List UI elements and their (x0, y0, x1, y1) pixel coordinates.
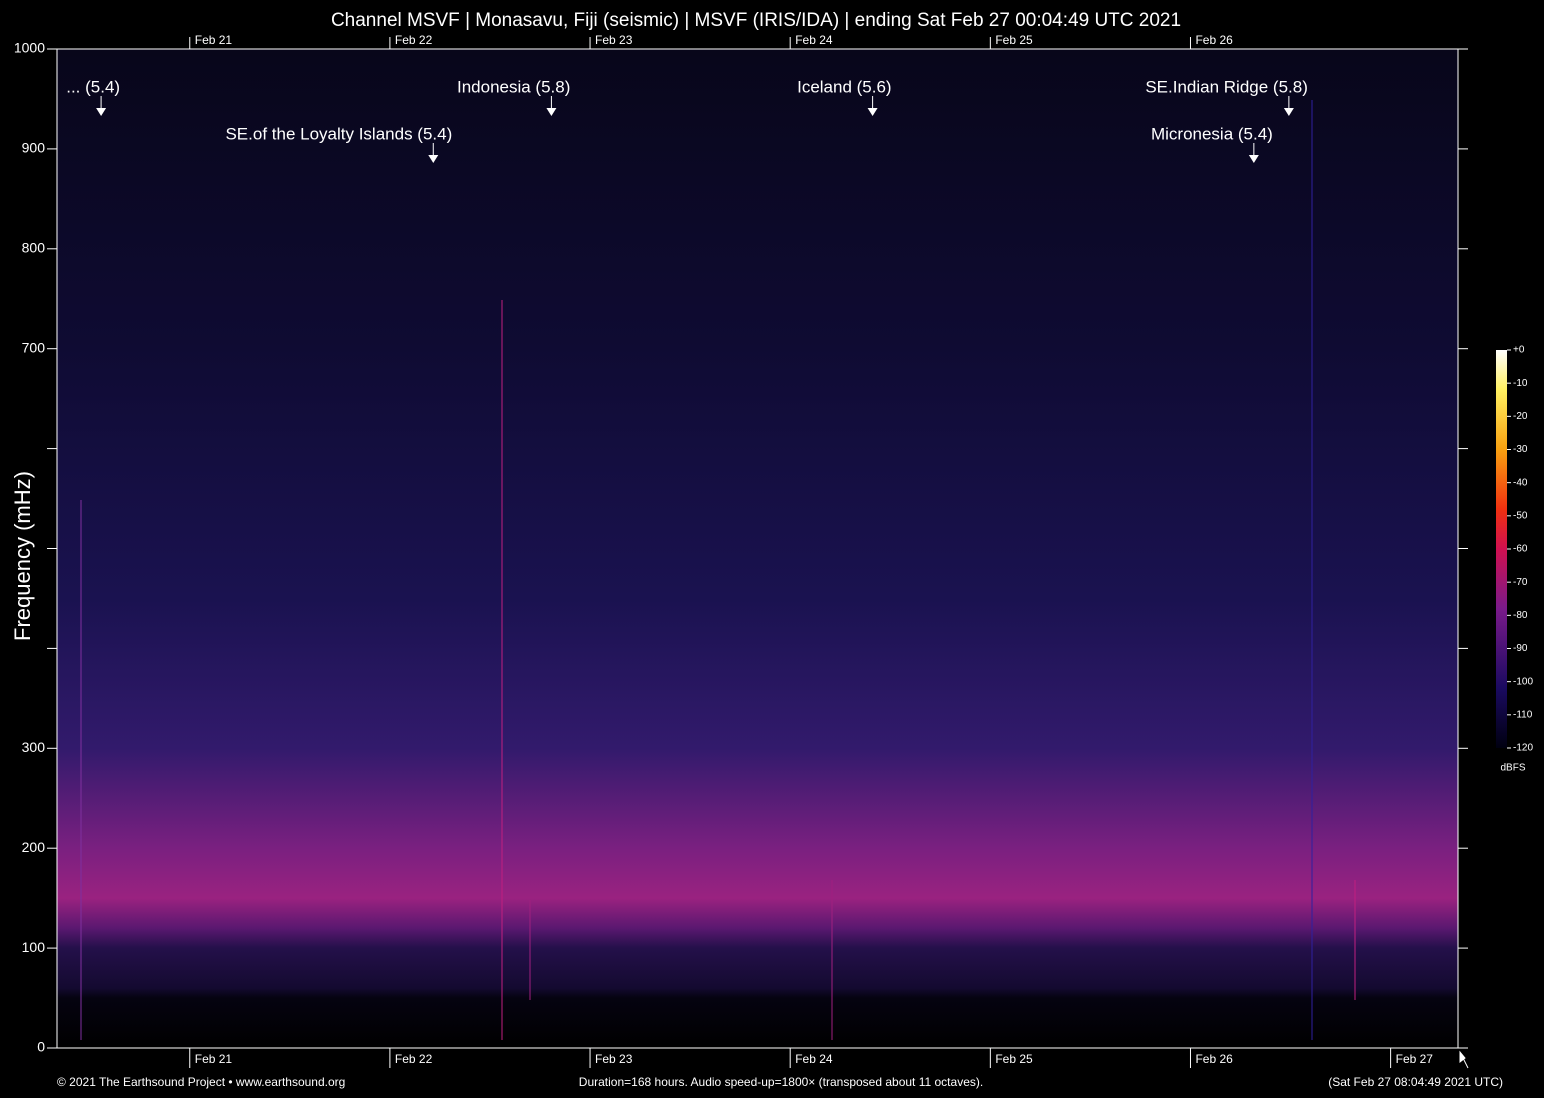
x2-tick-label: Feb 24 (795, 33, 833, 47)
event-label: ... (5.4) (66, 77, 120, 96)
y-tick-label: 800 (22, 240, 46, 256)
footer-right: (Sat Feb 27 08:04:49 2021 UTC) (1328, 1075, 1503, 1089)
x2-tick-label: Feb 23 (595, 33, 633, 47)
event-arrowhead (546, 108, 557, 116)
footer-left: © 2021 The Earthsound Project • www.eart… (57, 1075, 345, 1089)
event-arrowhead (96, 108, 107, 116)
colorbar-tick-label: -30 (1513, 444, 1528, 455)
colorbar-tick-label: -40 (1513, 477, 1528, 488)
x-tick-label: Feb 27 (1396, 1052, 1434, 1066)
colorbar-tick-label: -120 (1513, 743, 1533, 754)
y-tick-label: 900 (22, 140, 46, 156)
colorbar-tick-label: -90 (1513, 643, 1528, 654)
x-tick-label: Feb 25 (995, 1052, 1033, 1066)
y-axis-label: Frequency (mHz) (10, 471, 35, 641)
y-tick-label: 300 (22, 739, 46, 755)
event-arrowhead (867, 108, 878, 116)
y-tick-label: 700 (22, 339, 46, 355)
x-tick-label: Feb 22 (395, 1052, 433, 1066)
x-tick-label: Feb 26 (1195, 1052, 1233, 1066)
colorbar (1496, 350, 1507, 748)
event-arrowhead (428, 155, 439, 163)
event-arrowhead (1248, 155, 1259, 163)
y-tick-label: 200 (22, 839, 46, 855)
event-label: Iceland (5.6) (797, 77, 892, 96)
colorbar-tick-label: -60 (1513, 544, 1528, 555)
colorbar-tick-label: -10 (1513, 378, 1528, 389)
x2-tick-label: Feb 22 (395, 33, 433, 47)
cursor (1459, 1050, 1469, 1069)
x-tick-label: Feb 21 (195, 1052, 233, 1066)
colorbar-tick-label: -80 (1513, 610, 1528, 621)
event-label: Micronesia (5.4) (1151, 124, 1273, 143)
colorbar-tick-label: -50 (1513, 510, 1528, 521)
y-tick-label: 100 (22, 939, 46, 955)
x2-tick-label: Feb 26 (1195, 33, 1233, 47)
y-tick-label: 0 (37, 1039, 45, 1055)
x2-tick-label: Feb 21 (195, 33, 233, 47)
event-label: Indonesia (5.8) (457, 77, 570, 96)
spectrogram (57, 49, 1458, 1048)
colorbar-tick-label: -100 (1513, 676, 1533, 687)
colorbar-tick-label: +0 (1513, 345, 1525, 356)
chart-title: Channel MSVF | Monasavu, Fiji (seismic) … (331, 10, 1181, 31)
streaks (80, 100, 1356, 1040)
y-tick-label: 1000 (14, 40, 45, 56)
x2-tick-label: Feb 25 (995, 33, 1033, 47)
event-label: SE.Indian Ridge (5.8) (1145, 77, 1308, 96)
event-arrowhead (1283, 108, 1294, 116)
colorbar-tick-label: -20 (1513, 411, 1528, 422)
colorbar-tick-label: -110 (1513, 709, 1533, 720)
x-tick-label: Feb 24 (795, 1052, 833, 1066)
footer-center: Duration=168 hours. Audio speed-up=1800×… (579, 1075, 983, 1089)
x-tick-label: Feb 23 (595, 1052, 633, 1066)
colorbar-label: dBFS (1500, 763, 1525, 774)
colorbar-tick-label: -70 (1513, 577, 1528, 588)
event-label: SE.of the Loyalty Islands (5.4) (225, 124, 452, 143)
